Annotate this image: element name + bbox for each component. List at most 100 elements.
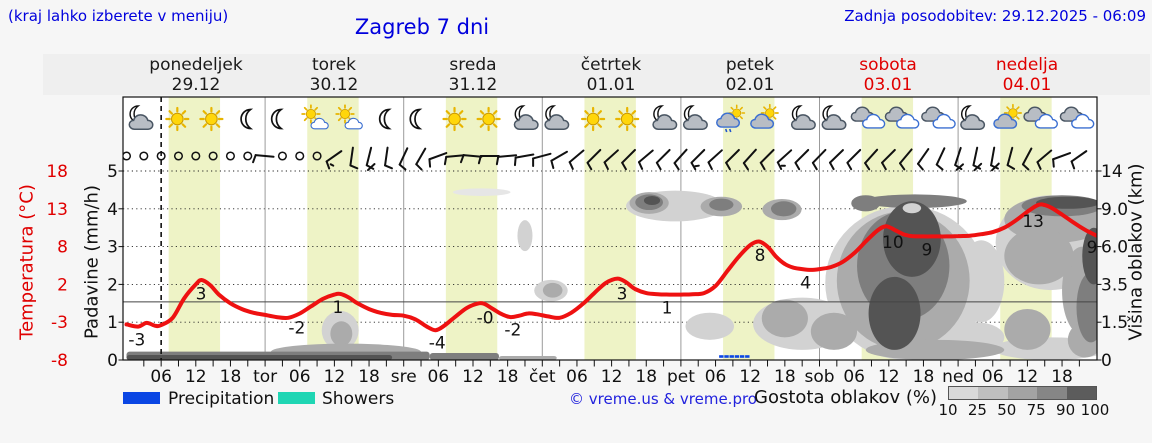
weather-icon-moon [270,108,284,130]
svg-text:-2: -2 [288,319,305,339]
svg-text:13: 13 [46,200,68,220]
svg-text:sre: sre [391,367,417,387]
weather-icon-moon-cloud [682,105,708,130]
weather-icon-moon-cloud [544,105,570,130]
svg-text:06: 06 [566,367,588,387]
density-segment [1037,387,1067,399]
svg-text:tor: tor [253,367,277,387]
weather-icon-clouds [1023,106,1059,129]
day-name: četrtek [580,55,642,75]
svg-text:06: 06 [150,367,172,387]
day-column: sobota 03.01 [859,55,917,95]
day-header-strip [43,54,1150,95]
day-column: sreda 31.12 [449,55,498,95]
svg-text:čet: čet [529,367,556,387]
svg-text:12: 12 [1017,367,1039,387]
weather-icon-moon-cloud [960,105,986,130]
weather-icon-sun [581,106,606,132]
svg-text:13: 13 [1022,212,1044,232]
day-name: petek [725,55,775,75]
svg-text:18: 18 [46,162,68,182]
precip-tick-labels: 5 4 3 2 1 0 [107,162,118,371]
day-column: torek 30.12 [310,55,359,95]
wind-barbs [123,146,1088,172]
day-name: sobota [859,55,917,75]
svg-text:06: 06 [843,367,865,387]
svg-text:12: 12 [324,367,346,387]
svg-text:2: 2 [57,275,68,295]
day-column: nedelja 04.01 [996,55,1058,95]
svg-text:3: 3 [196,284,207,304]
weather-icon-moon [409,108,423,130]
svg-text:pet: pet [667,367,695,387]
svg-text:-3: -3 [51,313,68,333]
day-column: četrtek 01.01 [581,55,641,95]
weather-icon-sun [442,106,467,132]
svg-text:3.5: 3.5 [1101,275,1128,295]
svg-text:ned: ned [942,367,974,387]
svg-text:-4: -4 [429,333,446,353]
weather-icon-sun-cloud-gray [750,103,779,129]
weather-icon-moon-cloud [790,105,816,130]
svg-text:18: 18 [635,367,657,387]
svg-text:06: 06 [982,367,1004,387]
svg-text:sob: sob [804,367,834,387]
svg-text:12: 12 [878,367,900,387]
svg-text:14: 14 [1101,162,1123,182]
svg-text:3: 3 [107,238,118,258]
day-column: petek 02.01 [726,55,775,95]
last-update-label: Zadnja posodobitev: 29.12.2025 - 06:09 [844,7,1146,25]
weather-icon-sun-cloud-drizzle [716,104,746,133]
day-date: 01.01 [586,75,636,96]
day-date: 04.01 [1002,75,1052,96]
weather-icon-sun [476,106,501,132]
svg-text:18: 18 [1051,367,1073,387]
weather-icon-moon-cloud [513,105,539,130]
weather-icon-moon-cloud [652,105,678,130]
weather-icon-clouds [884,106,920,129]
weather-icon-clouds [921,106,956,129]
svg-text:2: 2 [107,275,118,295]
legend-showers-swatch [278,392,315,404]
density-segment [949,387,979,399]
precip-axis-title: Padavine (mm/h) [81,185,103,339]
svg-text:18: 18 [358,367,380,387]
page-title: Zagreb 7 dni [354,15,490,39]
svg-text:18: 18 [220,367,242,387]
day-date: 29.12 [171,75,221,96]
svg-text:12: 12 [185,367,207,387]
figure-border [122,96,1098,361]
credit-link[interactable]: © vreme.us & vreme.pro [569,390,757,408]
density-segment [1066,387,1097,399]
density-tick-label: 75 [1026,401,1046,419]
weather-icon-sun-cloud-gray [993,103,1022,129]
svg-text:12: 12 [739,367,761,387]
svg-text:5: 5 [107,162,118,182]
weather-icon-sun [165,106,190,132]
svg-text:10: 10 [882,233,904,253]
cloud-density-label: Gostota oblakov (%) [754,387,938,408]
svg-text:06: 06 [289,367,311,387]
temperature-curve [124,202,1097,333]
sky-icons [128,103,1095,133]
day-date: 03.01 [863,75,913,96]
svg-text:9: 9 [1087,238,1098,258]
svg-text:6.0: 6.0 [1101,238,1128,258]
weather-icon-clouds [1059,106,1095,129]
svg-text:1: 1 [662,299,673,319]
day-date: 30.12 [309,75,359,96]
svg-text:9: 9 [922,240,933,260]
weather-icon-moon [240,108,254,130]
svg-text:4: 4 [800,273,811,293]
svg-text:06: 06 [705,367,727,387]
weather-icon-sun [615,106,640,132]
svg-text:-8: -8 [51,351,68,371]
svg-text:4: 4 [107,200,118,220]
svg-text:18: 18 [774,367,796,387]
svg-text:0: 0 [107,351,118,371]
svg-text:12: 12 [601,367,623,387]
day-name: ponedeljek [149,55,243,75]
svg-text:8: 8 [57,238,68,258]
svg-text:-0: -0 [477,308,494,328]
